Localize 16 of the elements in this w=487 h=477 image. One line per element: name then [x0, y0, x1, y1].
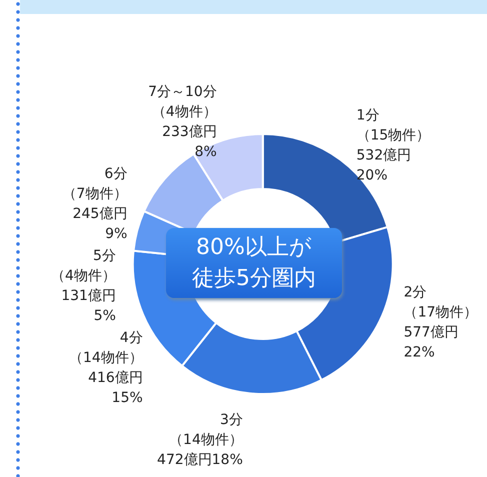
- data-label: （15物件） 532億円 20%: [356, 127, 430, 184]
- slice-label: 5分: [93, 248, 116, 264]
- slice-label: 6分: [104, 166, 128, 182]
- slice-label: 3分: [220, 412, 243, 428]
- text: 徒歩5分圏内: [192, 266, 316, 291]
- data-label: （4物件） 131億円 5%: [51, 268, 116, 324]
- slice-label: 7分～10分: [148, 84, 217, 100]
- data-label: （17物件） 577億円 22%: [404, 304, 478, 361]
- slice-label: 1分: [356, 107, 380, 124]
- text: 80%以上が: [196, 235, 312, 260]
- data-label: （7物件） 245億円 9%: [62, 186, 128, 242]
- slice-label: 2分: [404, 284, 427, 301]
- data-label: （4物件） 233億円 8%: [152, 104, 217, 160]
- slice-label: 4分: [120, 330, 143, 346]
- data-label: （14物件） 472億円18%: [157, 432, 243, 468]
- data-label: （14物件） 416億円 15%: [68, 350, 143, 406]
